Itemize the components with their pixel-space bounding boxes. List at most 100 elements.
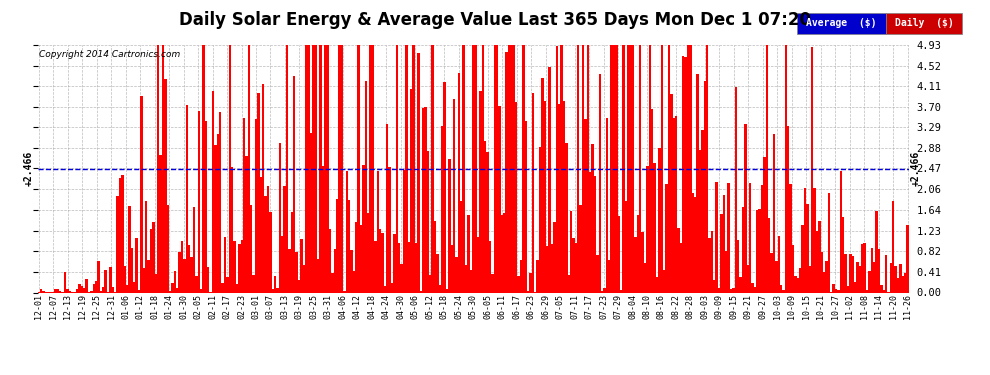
- Bar: [775, 261, 777, 292]
- Bar: [687, 45, 689, 292]
- Bar: [357, 45, 359, 292]
- Bar: [381, 233, 384, 292]
- Bar: [54, 289, 56, 292]
- Bar: [362, 165, 364, 292]
- Bar: [484, 141, 486, 292]
- Bar: [149, 228, 152, 292]
- Bar: [295, 252, 298, 292]
- Bar: [763, 157, 765, 292]
- Bar: [648, 45, 651, 292]
- Bar: [391, 283, 393, 292]
- Bar: [398, 243, 400, 292]
- Bar: [80, 285, 83, 292]
- Bar: [506, 52, 508, 292]
- Bar: [472, 45, 474, 292]
- Text: Daily Solar Energy & Average Value Last 365 Days Mon Dec 1 07:20: Daily Solar Energy & Average Value Last …: [179, 11, 811, 29]
- Bar: [806, 204, 809, 292]
- Bar: [689, 45, 692, 292]
- Bar: [129, 206, 131, 292]
- Bar: [646, 166, 648, 292]
- Bar: [298, 280, 300, 292]
- Bar: [713, 280, 716, 292]
- Bar: [653, 163, 655, 292]
- Bar: [522, 45, 525, 292]
- Bar: [809, 266, 811, 292]
- Bar: [735, 87, 737, 292]
- Bar: [510, 45, 513, 292]
- Bar: [555, 46, 558, 292]
- Bar: [851, 256, 854, 292]
- Bar: [587, 45, 589, 292]
- Bar: [640, 45, 642, 292]
- Bar: [870, 248, 873, 292]
- Bar: [856, 262, 858, 292]
- Bar: [835, 290, 838, 292]
- Bar: [858, 266, 861, 292]
- Bar: [746, 265, 748, 292]
- Bar: [276, 288, 279, 292]
- Bar: [141, 96, 143, 292]
- Bar: [696, 74, 699, 292]
- Bar: [322, 166, 324, 292]
- Bar: [802, 225, 804, 292]
- Bar: [773, 134, 775, 292]
- Bar: [660, 45, 663, 292]
- Bar: [388, 167, 391, 292]
- Bar: [574, 243, 577, 292]
- Bar: [148, 260, 149, 292]
- Bar: [400, 264, 403, 292]
- Bar: [427, 151, 429, 292]
- Bar: [415, 243, 417, 292]
- Bar: [241, 240, 243, 292]
- Bar: [474, 45, 477, 292]
- Bar: [446, 290, 448, 292]
- Bar: [64, 272, 66, 292]
- Bar: [601, 291, 603, 292]
- Bar: [501, 215, 503, 292]
- Bar: [785, 45, 787, 292]
- Bar: [350, 249, 352, 292]
- Bar: [670, 94, 672, 292]
- Bar: [364, 81, 367, 292]
- Bar: [699, 150, 701, 292]
- Bar: [166, 205, 169, 292]
- Bar: [742, 207, 744, 292]
- Bar: [288, 249, 291, 292]
- Bar: [904, 273, 907, 292]
- Bar: [469, 270, 472, 292]
- Bar: [202, 45, 205, 292]
- Bar: [680, 243, 682, 292]
- Bar: [274, 276, 276, 292]
- Bar: [157, 45, 159, 292]
- Bar: [432, 45, 434, 292]
- Bar: [878, 249, 880, 292]
- Bar: [899, 264, 902, 292]
- Bar: [136, 238, 138, 292]
- Bar: [119, 178, 121, 292]
- Bar: [422, 108, 425, 292]
- Bar: [838, 290, 840, 292]
- Bar: [185, 105, 188, 292]
- Bar: [615, 45, 618, 292]
- Bar: [655, 277, 658, 292]
- Bar: [234, 241, 236, 292]
- Bar: [694, 197, 696, 292]
- Bar: [518, 276, 520, 292]
- Bar: [465, 265, 467, 292]
- Bar: [527, 291, 530, 292]
- Bar: [444, 82, 446, 292]
- Bar: [441, 126, 444, 292]
- Bar: [372, 45, 374, 292]
- Bar: [887, 291, 890, 292]
- Bar: [462, 45, 465, 292]
- Bar: [885, 255, 887, 292]
- Bar: [782, 290, 785, 292]
- Bar: [425, 107, 427, 292]
- Bar: [821, 252, 823, 292]
- Bar: [291, 212, 293, 292]
- Bar: [374, 241, 376, 292]
- Bar: [740, 277, 742, 292]
- Bar: [562, 101, 565, 292]
- Bar: [677, 228, 680, 292]
- Bar: [457, 73, 460, 292]
